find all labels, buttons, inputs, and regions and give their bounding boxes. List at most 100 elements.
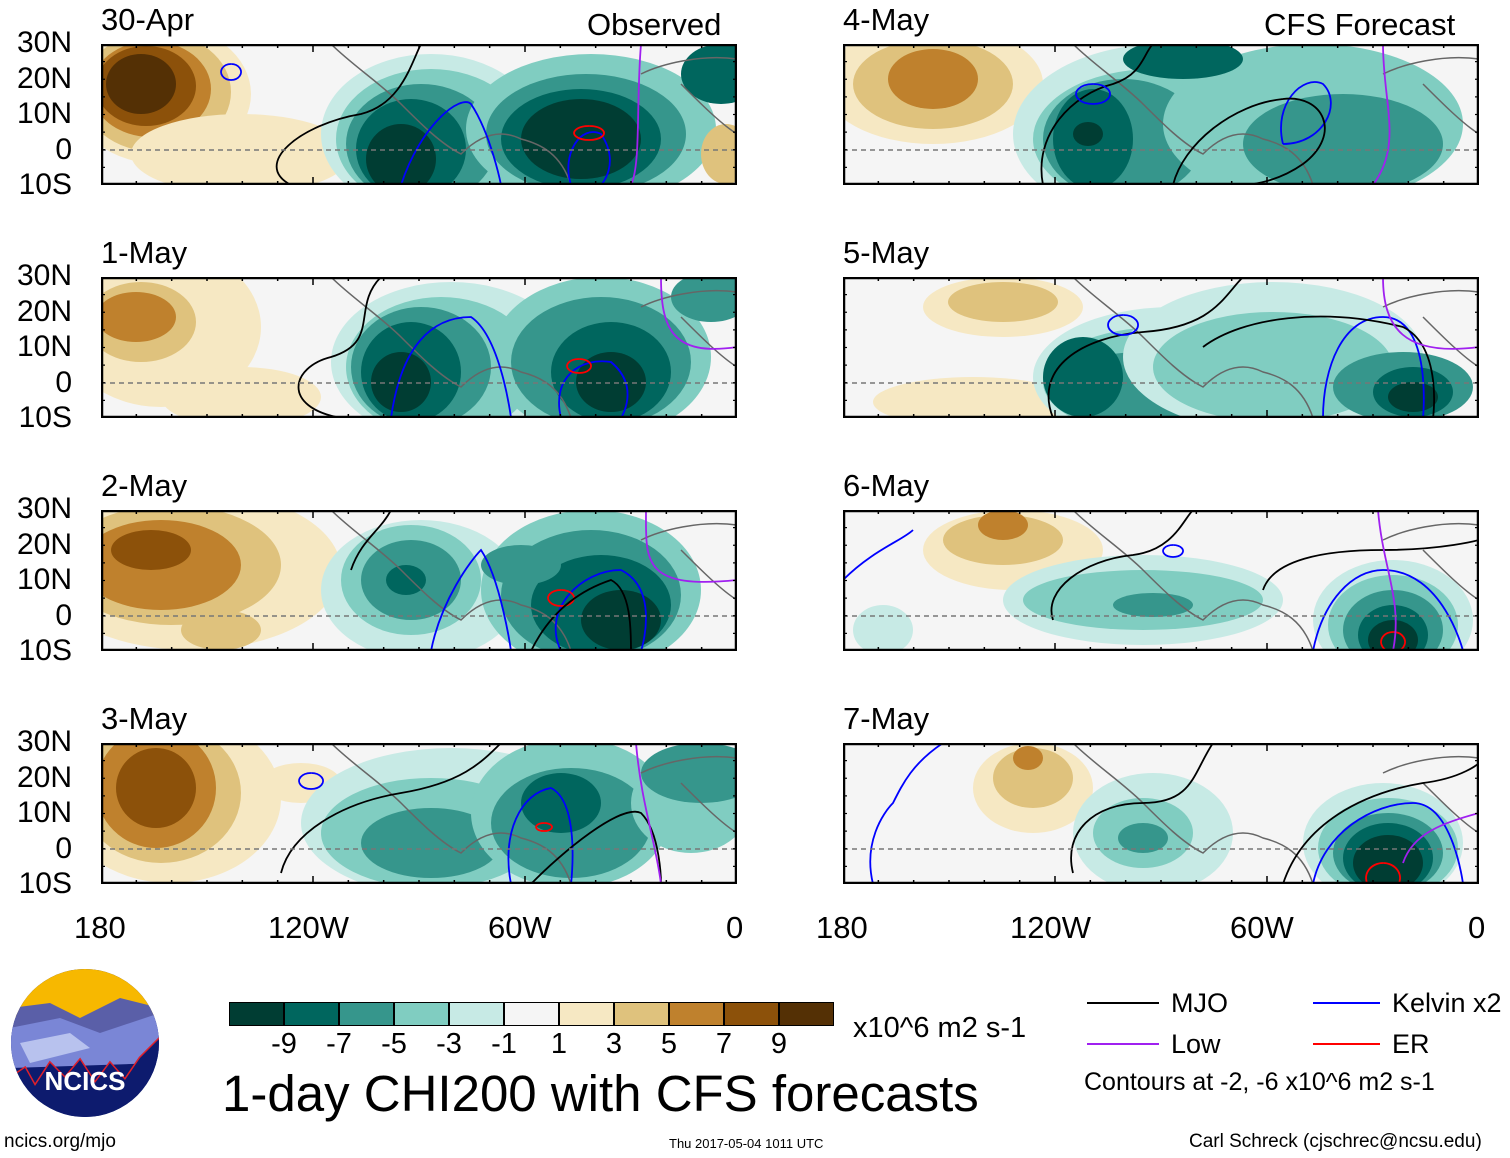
contour-line [297, 277, 382, 418]
panel-date-30apr: 30-Apr [101, 2, 195, 37]
lon-label-0: 0 [726, 910, 744, 945]
lat-label-20n: 20N [16, 760, 72, 794]
panel-date-5may: 5-May [843, 235, 930, 270]
anomaly-region [116, 748, 196, 828]
coastline [1072, 510, 1479, 651]
contour-line [507, 787, 574, 884]
anomaly-region [371, 352, 431, 412]
anomaly-region [1388, 382, 1438, 412]
lon-label-60w-right: 60W [1230, 910, 1294, 945]
anomaly-region [181, 610, 261, 650]
contour-line [298, 772, 324, 790]
map-field [101, 277, 737, 418]
contour-line [1377, 510, 1397, 651]
map-panel-1may [101, 277, 737, 418]
legend-line-low [1087, 1043, 1159, 1045]
anomaly-region [481, 545, 561, 585]
colorbar-tick-label: -9 [271, 1028, 297, 1060]
lat-label-10s: 10S [18, 401, 72, 434]
legend-label-kelvin: Kelvin x2 [1392, 988, 1502, 1018]
lat-label-0: 0 [55, 598, 72, 632]
lat-label-10s: 10S [18, 867, 72, 900]
contour-line [1365, 862, 1401, 884]
contour-line [573, 125, 605, 141]
contour-line [1070, 743, 1214, 874]
legend-label-er: ER [1392, 1029, 1430, 1059]
lat-label-10n: 10N [16, 563, 72, 596]
contour-line [530, 810, 662, 884]
contour-note: Contours at -2, -6 x10^6 m2 s-1 [1084, 1068, 1435, 1096]
lat-label-20n: 20N [16, 527, 72, 561]
panel-date-2may: 2-May [101, 468, 188, 503]
coastline [330, 510, 737, 651]
map-field [101, 44, 737, 185]
anomaly-region [1013, 746, 1043, 770]
contour-line [567, 131, 611, 185]
contour-line [869, 743, 944, 884]
map-panel-30apr [101, 44, 737, 185]
anomaly-region [1123, 44, 1243, 79]
panel-date-4may: 4-May [843, 2, 930, 37]
map-panel-6may [843, 510, 1479, 651]
colorbar-swatch [449, 1002, 504, 1026]
colorbar-tick-label: -7 [326, 1028, 352, 1060]
colorbar-tick-label: -1 [491, 1028, 517, 1060]
coastline [330, 743, 737, 884]
colorbar-tick-label: 9 [770, 1028, 788, 1060]
colorbar-tick-label: 3 [605, 1028, 623, 1060]
anomaly-region [131, 114, 351, 185]
colorbar-swatch [724, 1002, 779, 1026]
panel-date-6may: 6-May [843, 468, 930, 503]
footer-url[interactable]: ncics.org/mjo [4, 1131, 116, 1152]
contour-line [566, 358, 592, 374]
anomaly-region [641, 743, 737, 803]
contour-line [535, 822, 553, 832]
anomaly-region [581, 590, 661, 650]
legend-line-er [1313, 1043, 1380, 1045]
map-field [101, 510, 737, 651]
contour-line [1280, 81, 1332, 145]
contour-line [1312, 802, 1464, 884]
map-field [843, 510, 1479, 651]
lon-label-0-right: 0 [1468, 910, 1486, 945]
contour-line [1262, 539, 1479, 591]
anomaly-region [1118, 823, 1168, 853]
contour-line [630, 44, 642, 185]
anomaly-region [101, 292, 176, 342]
contour-line [843, 529, 914, 581]
lon-label-60w: 60W [488, 910, 552, 945]
contour-line [530, 579, 632, 651]
lat-label-30n: 30N [16, 492, 72, 525]
anomaly-region [1243, 94, 1443, 185]
lon-label-120w: 120W [268, 910, 349, 945]
anomaly-region [873, 377, 1073, 418]
anomaly-region [386, 565, 426, 595]
lat-label-0: 0 [55, 132, 72, 166]
figure-title: 1-day CHI200 with CFS forecasts [222, 1065, 979, 1122]
map-field [843, 44, 1479, 185]
contour-line [430, 548, 512, 651]
panel-date-3may: 3-May [101, 701, 188, 736]
anomaly-region [1073, 122, 1103, 146]
contour-line [1172, 97, 1326, 185]
map-panel-3may [101, 743, 737, 884]
anomaly-region [106, 54, 176, 114]
lat-label-20n: 20N [16, 294, 72, 328]
contour-line [220, 63, 242, 81]
anomaly-region [978, 510, 1028, 540]
lat-label-30n: 30N [16, 259, 72, 292]
contour-line [1282, 762, 1479, 884]
anomaly-region [1353, 835, 1423, 884]
contour-line [635, 743, 662, 884]
lat-label-0: 0 [55, 365, 72, 399]
lat-label-20n: 20N [16, 61, 72, 95]
cfs-forecast-label: CFS Forecast [1264, 7, 1456, 42]
observed-label: Observed [587, 7, 722, 42]
map-panel-7may [843, 743, 1479, 884]
colorbar-swatch [339, 1002, 394, 1026]
lat-label-0: 0 [55, 831, 72, 865]
map-field [843, 743, 1479, 884]
anomaly-region [361, 808, 501, 878]
panel-date-1may: 1-May [101, 235, 188, 270]
